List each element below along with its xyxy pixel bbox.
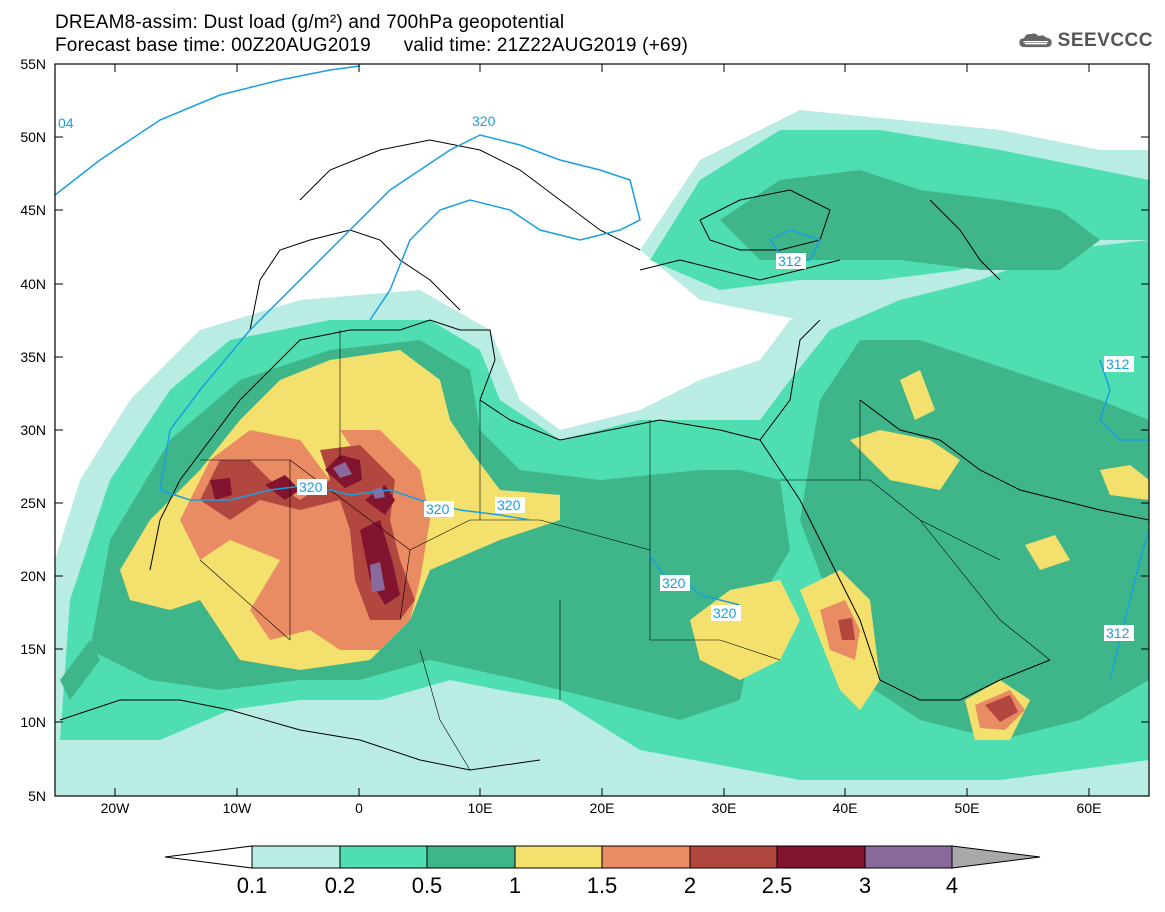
lon-label: 60E: [1076, 800, 1102, 816]
colorbar-label: 3: [858, 873, 872, 898]
contour-label: 04: [58, 115, 74, 131]
lon-label: 20W: [100, 800, 130, 816]
colorbar-label: 0.1: [236, 873, 268, 898]
contour-label: 312: [1106, 356, 1130, 372]
geopotential-contours: [55, 65, 1149, 681]
lat-label: 25N: [20, 495, 46, 511]
cloud-icon: [1019, 33, 1052, 48]
lon-label: 30E: [711, 800, 737, 816]
contour-label: 320: [713, 605, 737, 621]
lat-label: 40N: [20, 276, 46, 292]
colorbar-over-arrow: [951, 845, 1041, 869]
colorbar-label: 0.5: [411, 873, 443, 898]
lat-label: 55N: [20, 56, 46, 72]
lon-label: 0: [355, 800, 363, 816]
colorbar-label: 4: [945, 873, 959, 898]
contour-label: 320: [497, 497, 521, 513]
lon-label: 10W: [222, 800, 252, 816]
lon-label: 40E: [832, 800, 858, 816]
colorbar-under-arrow: [164, 845, 253, 869]
map-title: DREAM8-assim: Dust load (g/m²) and 700hP…: [55, 12, 565, 33]
colorbar-swatch: [251, 845, 341, 869]
colorbar-label: 2: [683, 873, 697, 898]
lat-label: 45N: [20, 202, 46, 218]
colorbar-swatch: [426, 845, 516, 869]
colorbar-label: 0.2: [324, 873, 356, 898]
lat-label: 50N: [20, 129, 46, 145]
contour-label: 312: [778, 253, 802, 269]
contour-labels: 320 320 320 320 320 320 312 312 312 04: [58, 113, 1134, 641]
logo-text: SEEVCCC: [1057, 30, 1153, 51]
colorbar-label: 1: [508, 873, 522, 898]
dust-level-4: [333, 462, 385, 592]
map-subtitle: Forecast base time: 00Z20AUG2019 valid t…: [55, 35, 688, 56]
colorbar-swatch: [689, 845, 778, 869]
colorbar-label: 2.5: [761, 873, 793, 898]
lat-label: 5N: [28, 788, 46, 804]
colorbar-swatch: [864, 845, 953, 869]
lat-label: 20N: [20, 568, 46, 584]
colorbar-swatch: [601, 845, 691, 869]
lat-label: 35N: [20, 349, 46, 365]
dust-level-2: [200, 445, 1018, 722]
lon-label: 20E: [589, 800, 615, 816]
contour-label: 312: [1106, 625, 1130, 641]
contour-label: 320: [662, 575, 686, 591]
lon-label: 50E: [954, 800, 980, 816]
lat-label: 15N: [20, 641, 46, 657]
lat-label: 30N: [20, 422, 46, 438]
colorbar-label: 1.5: [586, 873, 618, 898]
colorbar: [164, 845, 1041, 869]
lon-label: 10E: [467, 800, 493, 816]
borders: [199, 330, 1051, 771]
contour-label: 320: [426, 501, 450, 517]
colorbar-swatch: [514, 845, 603, 869]
lat-label: 10N: [20, 714, 46, 730]
axis-ticks: [55, 63, 1149, 797]
colorbar-swatch: [776, 845, 866, 869]
colorbar-swatch: [339, 845, 428, 869]
contour-label: 320: [299, 479, 323, 495]
seevccc-logo: SEEVCCC: [1018, 26, 1153, 56]
contour-label: 320: [472, 113, 496, 129]
